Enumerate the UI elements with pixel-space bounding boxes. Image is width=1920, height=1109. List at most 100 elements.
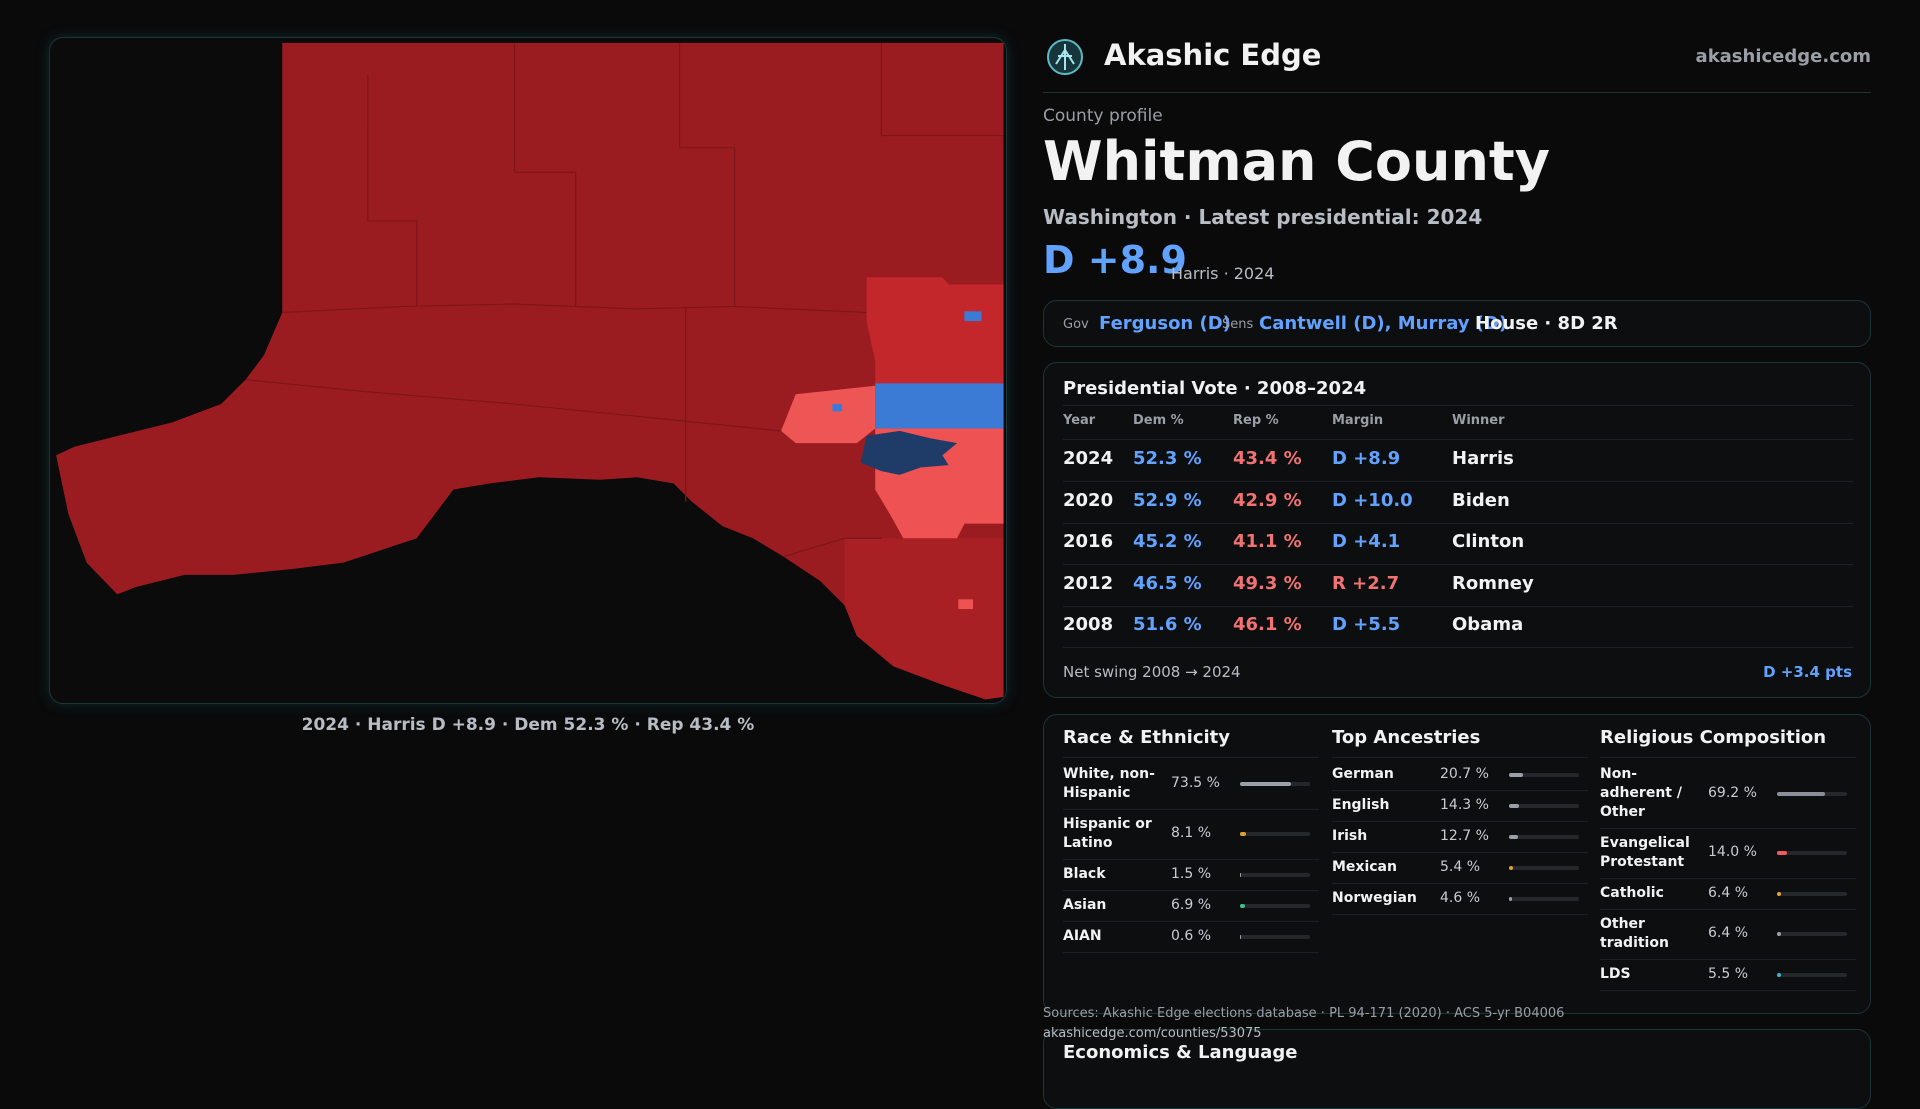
row-label: Catholic (1600, 884, 1700, 903)
bar-track (1240, 935, 1310, 939)
column-header: Winner (1452, 413, 1505, 428)
section-title: Religious Composition (1600, 727, 1826, 748)
table-cell: D +5.5 (1332, 614, 1400, 635)
bar-track (1240, 904, 1310, 908)
map-region (832, 404, 842, 411)
demographics-panel: Race & Ethnicity White, non-Hispanic 73.5 … (1043, 714, 1871, 1014)
row-value: 6.4 % (1708, 925, 1748, 941)
row-line (1600, 828, 1856, 829)
table-cell: Biden (1452, 490, 1510, 511)
site-link[interactable]: akashicedge.com (1696, 46, 1871, 67)
row-label: Black (1063, 865, 1163, 884)
row-value: 6.9 % (1171, 897, 1211, 913)
row-line (1063, 405, 1853, 406)
row-line (1600, 959, 1856, 960)
table-cell: Clinton (1452, 531, 1524, 552)
bar (1509, 835, 1518, 839)
row-line (1063, 647, 1853, 648)
table-cell: Romney (1452, 573, 1534, 594)
row-line (1063, 439, 1853, 440)
table-cell: 41.1 % (1233, 531, 1302, 552)
bar (1240, 782, 1291, 786)
bar (1509, 897, 1512, 901)
bar-track (1777, 892, 1847, 896)
row-label: Asian (1063, 896, 1163, 915)
row-value: 14.0 % (1708, 844, 1757, 860)
table-cell: 42.9 % (1233, 490, 1302, 511)
swing-value: D +3.4 pts (1763, 663, 1852, 681)
row-label: Irish (1332, 827, 1432, 846)
county-map (50, 38, 1006, 703)
table-cell: D +10.0 (1332, 490, 1413, 511)
row-line (1600, 909, 1856, 910)
bar (1240, 873, 1241, 877)
table-cell: 2024 (1063, 448, 1113, 469)
row-line (1332, 852, 1588, 853)
bar (1509, 773, 1523, 777)
row-label: Hispanic or Latino (1063, 815, 1163, 853)
map-region (845, 538, 1004, 699)
row-label: AIAN (1063, 927, 1163, 946)
margin-note: Harris · 2024 (1171, 264, 1274, 283)
row-value: 73.5 % (1171, 775, 1220, 791)
table-cell: 52.9 % (1133, 490, 1202, 511)
map-panel[interactable] (49, 37, 1007, 704)
row-value: 6.4 % (1708, 885, 1748, 901)
row-line (1063, 809, 1319, 810)
column-header: Rep % (1233, 413, 1279, 428)
row-line (1063, 890, 1319, 891)
row-value: 14.3 % (1440, 797, 1489, 813)
panel-title: Presidential Vote · 2008–2024 (1063, 378, 1366, 399)
row-value: 69.2 % (1708, 785, 1757, 801)
row-line (1600, 757, 1856, 758)
url: akashicedge.com/counties/53075 (1043, 1026, 1262, 1041)
bar (1509, 804, 1519, 808)
bar-track (1240, 832, 1310, 836)
map-region (875, 383, 1003, 428)
table-cell: Obama (1452, 614, 1523, 635)
row-line (1332, 914, 1588, 915)
row-line (1063, 481, 1853, 482)
table-cell: D +4.1 (1332, 531, 1400, 552)
row-line (1332, 821, 1588, 822)
row-value: 8.1 % (1171, 825, 1211, 841)
map-caption: 2024 · Harris D +8.9 · Dem 52.3 % · Rep … (0, 715, 1056, 735)
brand: Akashic Edge (1104, 38, 1321, 72)
bar-track (1240, 873, 1310, 877)
row-value: 1.5 % (1171, 866, 1211, 882)
section-title: Race & Ethnicity (1063, 727, 1230, 748)
column-header: Margin (1332, 413, 1383, 428)
row-line (1063, 952, 1319, 953)
row-value: 20.7 % (1440, 766, 1489, 782)
bar-track (1509, 804, 1579, 808)
subtitle: Washington · Latest presidential: 2024 (1043, 205, 1482, 229)
bar (1777, 892, 1781, 896)
table-cell: 45.2 % (1133, 531, 1202, 552)
panel-title: Economics & Language (1063, 1042, 1297, 1063)
table-cell: 2020 (1063, 490, 1113, 511)
eyebrow: County profile (1043, 106, 1163, 126)
row-line (1063, 523, 1853, 524)
row-value: 5.5 % (1708, 966, 1748, 982)
row-line (1063, 606, 1853, 607)
row-label: Mexican (1332, 858, 1432, 877)
sens-label: Sens (1222, 317, 1253, 332)
row-label: German (1332, 765, 1432, 784)
row-line (1063, 921, 1319, 922)
row-label: LDS (1600, 965, 1700, 984)
row-value: 4.6 % (1440, 890, 1480, 906)
bar-track (1240, 782, 1310, 786)
row-line (1063, 564, 1853, 565)
row-line (1332, 883, 1588, 884)
row-label: White, non-Hispanic (1063, 765, 1163, 803)
row-label: English (1332, 796, 1432, 815)
bar-track (1777, 792, 1847, 796)
row-value: 5.4 % (1440, 859, 1480, 875)
row-line (1063, 859, 1319, 860)
map-region (867, 277, 1004, 383)
bar (1509, 866, 1513, 870)
bar (1240, 904, 1245, 908)
column-header: Dem % (1133, 413, 1184, 428)
margin: D +8.9 (1043, 238, 1187, 282)
table-cell: 46.5 % (1133, 573, 1202, 594)
